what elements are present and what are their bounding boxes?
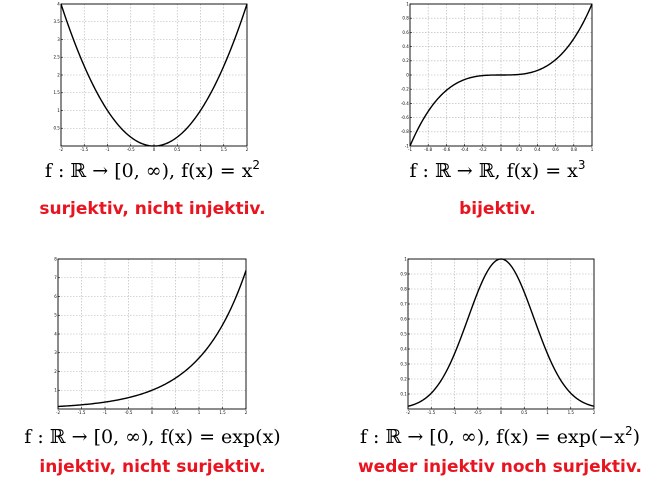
- x-tick-label: 0.2: [516, 147, 523, 152]
- x-tick-label: 1: [546, 410, 549, 415]
- y-tick-label: 0.8: [402, 16, 409, 21]
- y-tick-label: 1: [406, 1, 409, 6]
- plot-square: -2 -1.5 -1 -0.5 0 0.5 1 1.5 2 0.5 1 1.5 2 2.5 3 3.5 4: [53, 1, 249, 152]
- plot-cube: -1 -0.8 -0.6 -0.4 -0.2 0 0.2 0.4 0.6 0.8 1 -1 -0.8 -0…: [401, 1, 594, 152]
- formula-text: f : ℝ → [0, ∞), f(x) = x: [44, 160, 253, 182]
- x-tick-label: 0.6: [552, 147, 559, 152]
- x-tick-label: -1.5: [78, 410, 86, 415]
- x-tick-label: 1: [199, 147, 202, 152]
- y-tick-label: 0.4: [400, 346, 407, 351]
- x-tick-label: -1.5: [80, 147, 88, 152]
- x-tick-label: 0: [151, 410, 154, 415]
- y-tick-label: 8: [54, 256, 57, 261]
- x-tick-label: -2: [59, 147, 63, 152]
- formula-cube: f : ℝ → ℝ, f(x) = x3: [345, 158, 650, 182]
- x-tick-label: -0.6: [442, 147, 450, 152]
- x-tick-label: 0.5: [521, 410, 528, 415]
- x-tick-label: 2: [246, 147, 249, 152]
- formula-exp: f : ℝ → [0, ∞), f(x) = exp(x): [0, 426, 305, 448]
- x-tick-label: 1: [198, 410, 201, 415]
- x-tick-label: -1.5: [427, 410, 435, 415]
- y-tick-label: -0.8: [401, 129, 409, 134]
- y-tick-label: 7: [54, 275, 57, 280]
- y-tick-label: 3: [57, 37, 60, 42]
- verdict-square: surjektiv, nicht injektiv.: [39, 199, 266, 219]
- y-tick-label: -0.6: [401, 115, 409, 120]
- x-tick-label: -1: [103, 410, 107, 415]
- formula-square: f : ℝ → [0, ∞), f(x) = x2: [0, 158, 305, 182]
- y-tick-label: 2: [57, 72, 60, 77]
- y-tick-label: 3: [54, 350, 57, 355]
- formula-gauss: f : ℝ → [0, ∞), f(x) = exp(−x2): [340, 424, 660, 448]
- formula-exponent: 2: [624, 424, 633, 438]
- formula-text: f : ℝ → ℝ, f(x) = x: [409, 160, 578, 182]
- formula-text: f : ℝ → [0, ∞), f(x) = exp(x): [24, 426, 281, 448]
- x-tick-label: 0: [500, 147, 503, 152]
- y-tick-label: 0.2: [400, 376, 407, 381]
- y-tick-label: 0: [406, 72, 409, 77]
- y-tick-label: 3.5: [53, 19, 60, 24]
- x-tick-label: 2: [593, 410, 596, 415]
- x-tick-label: -0.5: [125, 410, 133, 415]
- y-tick-label: 0.9: [400, 271, 407, 276]
- x-tick-label: -2: [406, 410, 410, 415]
- x-tick-label: -0.2: [479, 147, 487, 152]
- verdict-cube: bijektiv.: [459, 199, 536, 219]
- y-tick-label: 0.6: [400, 316, 407, 321]
- y-tick-label: 0.4: [402, 44, 409, 49]
- formula-exponent: 2: [252, 158, 261, 172]
- x-tick-label: 0.4: [534, 147, 541, 152]
- x-tick-label: -1: [408, 147, 412, 152]
- x-tick-label: 1.5: [219, 410, 226, 415]
- formula-text: f : ℝ → [0, ∞), f(x) = exp(−x: [359, 426, 625, 448]
- x-tick-label: -0.5: [474, 410, 482, 415]
- x-tick-label: -0.8: [424, 147, 432, 152]
- x-tick-label: 1.5: [221, 147, 228, 152]
- y-tick-label: 0.1: [400, 391, 407, 396]
- plot-gauss: -2 -1.5 -1 -0.5 0 0.5 1 1.5 2 0.1 0.2 0.3 0.4 0.5 0.6 0…: [400, 256, 596, 415]
- y-tick-label: 5: [54, 313, 57, 318]
- y-tick-label: 6: [54, 294, 57, 299]
- y-tick-label: -1: [405, 143, 409, 148]
- y-tick-label: 4: [54, 331, 57, 336]
- y-tick-label: -0.2: [401, 87, 409, 92]
- x-tick-label: 1.5: [568, 410, 575, 415]
- formula-exponent: 3: [577, 158, 586, 172]
- x-tick-label: 0: [153, 147, 156, 152]
- y-tick-label: 1.5: [53, 90, 60, 95]
- y-tick-label: 0.3: [400, 361, 407, 366]
- plot-exp: -2 -1.5 -1 -0.5 0 0.5 1 1.5 2 1 2 3 4 5 6 7 8: [54, 256, 248, 415]
- x-tick-label: -0.4: [461, 147, 469, 152]
- x-tick-label: 0.5: [174, 147, 181, 152]
- x-tick-label: 1: [591, 147, 594, 152]
- formula-tail: ): [632, 426, 640, 448]
- y-tick-label: 0.7: [400, 301, 407, 306]
- y-tick-label: 1: [54, 388, 57, 393]
- y-tick-label: -0.4: [401, 101, 409, 106]
- y-tick-label: 4: [57, 1, 60, 6]
- x-tick-label: -2: [56, 410, 60, 415]
- x-tick-label: 0: [500, 410, 503, 415]
- verdict-gauss: weder injektiv noch surjektiv.: [357, 457, 643, 477]
- y-tick-label: 0.5: [400, 331, 407, 336]
- x-tick-label: 0.8: [571, 147, 578, 152]
- x-tick-label: -0.5: [127, 147, 135, 152]
- y-tick-label: 2: [54, 369, 57, 374]
- y-tick-label: 0.8: [400, 286, 407, 291]
- y-tick-label: 2.5: [53, 55, 60, 60]
- y-tick-label: 0.6: [402, 30, 409, 35]
- y-tick-label: 1: [404, 256, 407, 261]
- x-tick-label: 2: [245, 410, 248, 415]
- x-tick-label: -1: [453, 410, 457, 415]
- y-tick-label: 0.2: [402, 58, 409, 63]
- y-tick-label: 1: [57, 108, 60, 113]
- y-tick-label: 0.5: [53, 126, 60, 131]
- x-tick-label: 0.5: [172, 410, 179, 415]
- verdict-exp: injektiv, nicht surjektiv.: [39, 457, 266, 477]
- x-tick-label: -1: [106, 147, 110, 152]
